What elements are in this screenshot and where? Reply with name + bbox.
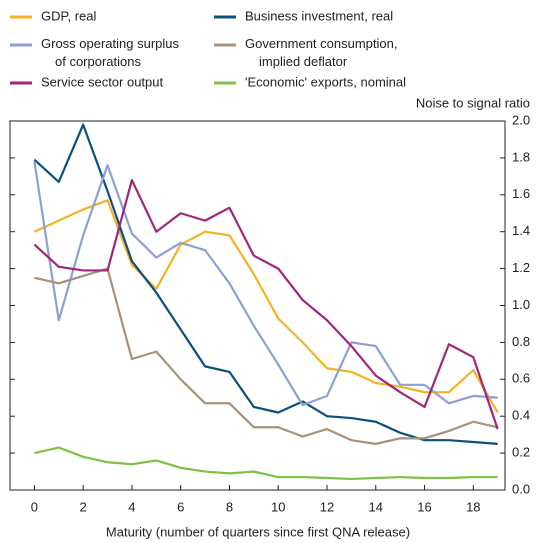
y-tick-label: 0.4 bbox=[512, 408, 530, 423]
legend-label: 'Economic' exports, nominal bbox=[245, 74, 406, 89]
x-tick-label: 14 bbox=[369, 499, 383, 514]
legend-label: GDP, real bbox=[41, 8, 97, 23]
y-tick-label: 1.6 bbox=[512, 186, 530, 201]
x-tick-label: 8 bbox=[226, 499, 233, 514]
y-tick-label: 1.0 bbox=[512, 297, 530, 312]
legend-label: Government consumption, implied deflator bbox=[245, 36, 397, 69]
plot-frame bbox=[9, 120, 506, 491]
y-tick-label: 0.2 bbox=[512, 445, 530, 460]
y-tick-label: 0.6 bbox=[512, 371, 530, 386]
x-tick-label: 16 bbox=[417, 499, 431, 514]
y-tick-label: 0.8 bbox=[512, 334, 530, 349]
legend-label: Service sector output bbox=[41, 74, 164, 89]
legend-label: Business investment, real bbox=[245, 8, 393, 23]
x-tick-label: 18 bbox=[466, 499, 480, 514]
y-tick-label: 1.2 bbox=[512, 260, 530, 275]
series-line bbox=[33, 199, 499, 414]
y-tick-label: 2.0 bbox=[512, 112, 530, 127]
series-line bbox=[33, 178, 499, 430]
y-tick-label: 1.4 bbox=[512, 223, 530, 238]
series-line bbox=[34, 446, 498, 481]
x-tick-label: 12 bbox=[320, 499, 334, 514]
x-tick-label: 10 bbox=[271, 499, 285, 514]
x-tick-label: 2 bbox=[80, 499, 87, 514]
y-tick-label: 1.8 bbox=[512, 149, 530, 164]
y-tick-label: 0.0 bbox=[512, 481, 530, 496]
x-axis-label: Maturity (number of quarters since first… bbox=[106, 524, 410, 539]
legend-label: Gross operating surplus of corporations bbox=[41, 36, 180, 69]
series-line bbox=[33, 161, 498, 407]
x-tick-label: 0 bbox=[31, 499, 38, 514]
x-tick-label: 6 bbox=[177, 499, 184, 514]
series-line bbox=[34, 267, 498, 445]
y-axis-label: Noise to signal ratio bbox=[416, 95, 530, 110]
x-tick-label: 4 bbox=[128, 499, 135, 514]
